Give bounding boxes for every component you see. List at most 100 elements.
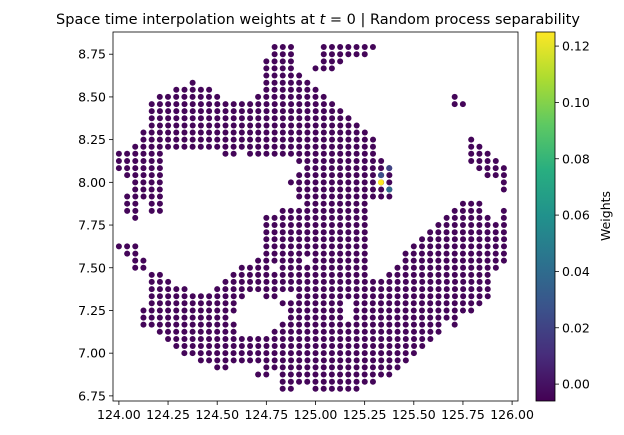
data-point: [312, 207, 319, 214]
data-point: [320, 157, 327, 164]
data-point: [411, 342, 418, 349]
data-point: [361, 179, 368, 186]
data-point: [296, 271, 303, 278]
colorbar-tick-label: 0.06: [562, 208, 590, 223]
data-point: [378, 193, 385, 200]
data-point: [492, 257, 499, 264]
data-point: [197, 93, 204, 100]
data-point: [263, 357, 270, 364]
data-point: [205, 328, 212, 335]
data-point: [484, 264, 491, 271]
data-point: [369, 179, 376, 186]
data-point: [156, 115, 163, 122]
data-point: [206, 143, 212, 150]
data-point: [255, 108, 262, 115]
data-point: [148, 129, 155, 136]
data-point: [312, 93, 319, 100]
data-point: [337, 243, 344, 250]
data-point: [165, 293, 172, 300]
data-point: [369, 307, 376, 314]
data-point: [238, 342, 245, 349]
data-point: [402, 300, 409, 307]
data-point: [156, 143, 163, 150]
data-point: [443, 243, 450, 250]
data-point: [328, 165, 335, 172]
data-point: [247, 335, 254, 342]
data-point: [345, 214, 352, 221]
data-point: [337, 58, 344, 65]
data-point: [230, 342, 237, 349]
data-point: [296, 257, 303, 264]
data-point: [263, 58, 270, 65]
data-point: [386, 335, 393, 342]
data-point: [402, 314, 409, 321]
data-point: [476, 165, 483, 172]
data-point: [402, 321, 409, 328]
data-point: [230, 108, 237, 115]
data-point: [312, 342, 319, 349]
data-point: [296, 321, 303, 328]
data-point: [115, 157, 122, 164]
data-point: [197, 357, 204, 364]
data-point: [304, 150, 311, 157]
data-point: [189, 342, 196, 349]
data-point: [345, 328, 352, 335]
data-point: [468, 150, 475, 157]
data-point: [279, 214, 286, 221]
data-point: [279, 342, 286, 349]
x-tick-label: 126.00: [490, 407, 534, 422]
data-point: [312, 172, 319, 179]
data-point: [148, 179, 155, 186]
data-point: [451, 250, 458, 257]
data-point: [451, 314, 458, 321]
data-point: [353, 300, 360, 307]
data-point: [378, 335, 385, 342]
data-point: [148, 115, 155, 122]
data-point: [320, 129, 327, 136]
data-point: [304, 193, 311, 200]
data-point: [304, 371, 311, 378]
data-point: [370, 278, 377, 285]
colorbar-tick-label: 0.12: [562, 39, 590, 54]
data-point: [337, 342, 344, 349]
data-point: [287, 307, 294, 314]
data-point: [468, 250, 475, 257]
data-point: [214, 328, 221, 335]
y-tick-label: 7.25: [78, 303, 106, 318]
data-point: [369, 286, 376, 293]
data-point: [140, 264, 147, 271]
data-point: [337, 257, 344, 264]
data-point: [345, 44, 352, 51]
data-point: [378, 165, 385, 172]
data-point: [394, 350, 401, 357]
data-point: [148, 143, 155, 150]
data-point: [377, 307, 384, 314]
data-point: [156, 307, 163, 314]
data-point: [370, 136, 377, 143]
data-point: [451, 271, 458, 278]
data-point: [402, 342, 409, 349]
data-point: [312, 357, 319, 364]
data-point: [394, 364, 401, 371]
data-point: [345, 186, 352, 193]
data-point: [148, 200, 155, 207]
weighted-point: [386, 186, 393, 193]
data-point: [452, 278, 459, 285]
data-point: [312, 286, 319, 293]
data-point: [214, 314, 221, 321]
data-point: [214, 300, 221, 307]
data-point: [345, 271, 352, 278]
data-point: [459, 222, 466, 229]
data-point: [173, 300, 180, 307]
data-point: [222, 143, 229, 150]
data-point: [419, 236, 426, 243]
data-point: [181, 293, 188, 300]
data-point: [353, 122, 360, 129]
data-point: [246, 286, 253, 293]
data-point: [361, 328, 368, 335]
scatter-points: [115, 44, 508, 392]
data-point: [345, 236, 352, 243]
data-point: [271, 150, 278, 157]
data-point: [353, 51, 360, 58]
data-point: [328, 193, 335, 200]
